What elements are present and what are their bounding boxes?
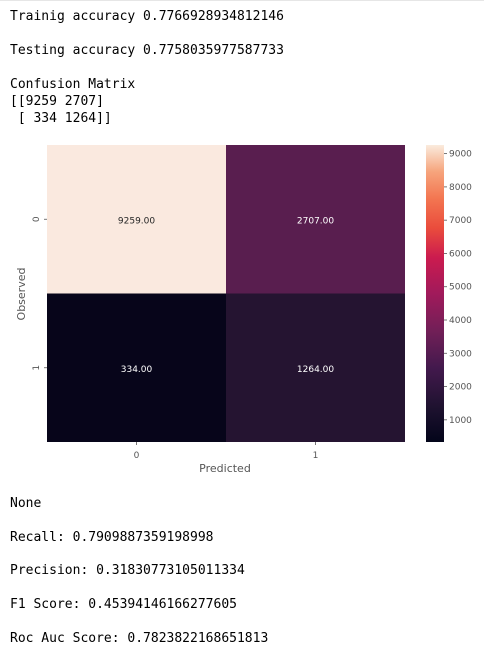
heatmap-cell-1-1 <box>226 293 405 442</box>
recall-text: Recall: 0.7909887359198998 <box>10 530 214 545</box>
x-tick-label: 1 <box>313 451 319 461</box>
none-output-text: None <box>10 496 42 511</box>
colorbar-tick-label: 6000 <box>449 249 472 259</box>
heatmap-cell-1-0 <box>47 293 226 442</box>
heatmap-annotations: 9259.00 2707.00 334.00 1264.00 <box>118 216 334 375</box>
confusion-matrix-title: Confusion Matrix <box>10 77 136 92</box>
colorbar-tick-label: 5000 <box>449 283 472 293</box>
x-axis-label: Predicted <box>199 462 251 475</box>
testing-accuracy-text: Testing accuracy 0.7758035977587733 <box>10 43 284 58</box>
colorbar-tick-label: 8000 <box>449 183 472 193</box>
precision-text: Precision: 0.31830773105011334 <box>10 563 245 578</box>
f1-score-text: F1 Score: 0.45394146166277605 <box>10 597 237 612</box>
colorbar-tick-label: 4000 <box>449 316 472 326</box>
heatmap-cell-0-1 <box>226 145 405 294</box>
x-tick-label: 0 <box>134 451 140 461</box>
cell-annotation-1-0: 334.00 <box>121 365 153 375</box>
y-tick-label: 1 <box>32 365 42 371</box>
y-axis-label: Observed <box>15 268 28 321</box>
colorbar <box>426 145 444 442</box>
colorbar-ticks: 1000 2000 3000 4000 5000 6000 7000 8000 9000 <box>444 150 472 426</box>
y-axis-ticks: 01 <box>32 216 47 371</box>
heatmap-cell-0-0 <box>47 145 226 294</box>
y-tick-label: 0 <box>32 216 42 222</box>
cell-top-divider <box>0 0 484 1</box>
heatmap-cells <box>47 145 405 442</box>
training-accuracy-text: Trainig accuracy 0.7766928934812146 <box>10 9 284 24</box>
roc-auc-text: Roc Auc Score: 0.7823822168651813 <box>10 631 269 646</box>
colorbar-tick-label: 7000 <box>449 216 472 226</box>
colorbar-tick-label: 9000 <box>449 150 472 160</box>
cell-annotation-0-1: 2707.00 <box>297 216 334 226</box>
cell-annotation-0-0: 9259.00 <box>118 216 155 226</box>
confusion-matrix-row-2: [ 334 1264]] <box>10 111 112 126</box>
confusion-matrix-row-1: [[9259 2707] <box>10 94 104 109</box>
colorbar-tick-label: 3000 <box>449 349 472 359</box>
cell-annotation-1-1: 1264.00 <box>297 365 334 375</box>
colorbar-tick-label: 2000 <box>449 383 472 393</box>
colorbar-tick-label: 1000 <box>449 416 472 426</box>
